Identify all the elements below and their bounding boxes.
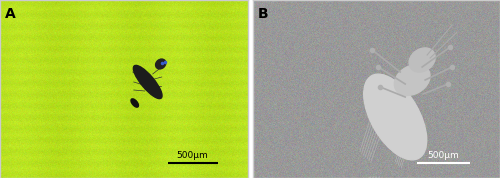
Ellipse shape <box>134 65 162 99</box>
Ellipse shape <box>409 48 435 72</box>
Ellipse shape <box>156 59 166 69</box>
Text: B: B <box>258 7 268 21</box>
Text: A: A <box>5 7 15 21</box>
Text: 500μm: 500μm <box>176 151 208 160</box>
Text: 500μm: 500μm <box>428 151 460 160</box>
Ellipse shape <box>131 99 138 107</box>
Ellipse shape <box>394 65 430 95</box>
Ellipse shape <box>364 74 426 160</box>
